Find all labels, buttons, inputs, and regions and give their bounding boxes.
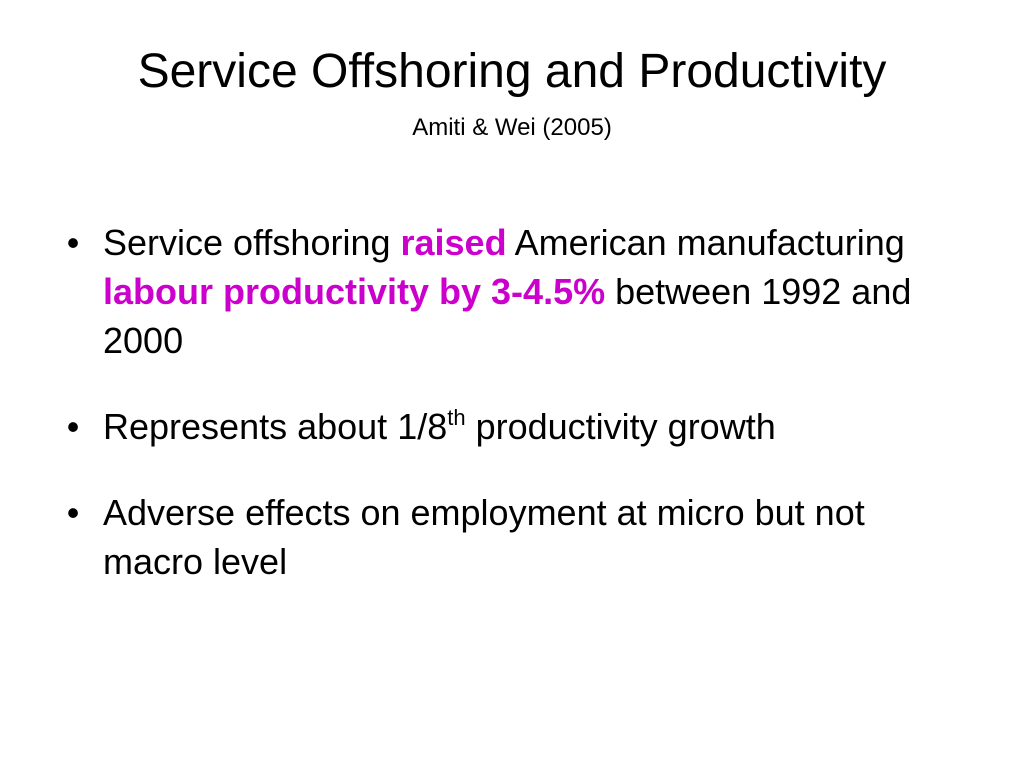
bullet-item-offshoring-raised-productivity: • Service offshoring raised American manu… xyxy=(58,218,958,365)
slide-title: Service Offshoring and Productivity xyxy=(137,45,887,98)
bullet-text-segment: between 1992 and 2000 xyxy=(103,271,912,361)
highlight-raised: raised xyxy=(400,222,507,263)
bullet-text-segment: Represents about 1/8 xyxy=(103,406,448,447)
bullet-list: • Service offshoring raised American manu… xyxy=(58,218,958,586)
bullet-item-productivity-growth-share: • Represents about 1/8th productivity gro… xyxy=(58,402,958,451)
slide-subtitle: Amiti & Wei (2005) xyxy=(412,114,612,141)
bullet-text-segment: productivity growth xyxy=(465,406,776,447)
bullet-text-segment: Adverse effects on employment at micro b… xyxy=(103,492,865,582)
bullet-item-employment-effects: • Adverse effects on employment at micro … xyxy=(58,488,958,586)
highlight-labour-productivity: labour productivity by 3-4.5% xyxy=(103,271,606,312)
bullet-dot-icon: • xyxy=(66,492,80,533)
bullet-text-segment: American manufacturing xyxy=(506,222,905,263)
superscript-th: th xyxy=(447,405,466,430)
bullet-dot-icon: • xyxy=(66,222,80,263)
bullet-dot-icon: • xyxy=(66,406,80,447)
bullet-text-segment: Service offshoring xyxy=(103,222,401,263)
